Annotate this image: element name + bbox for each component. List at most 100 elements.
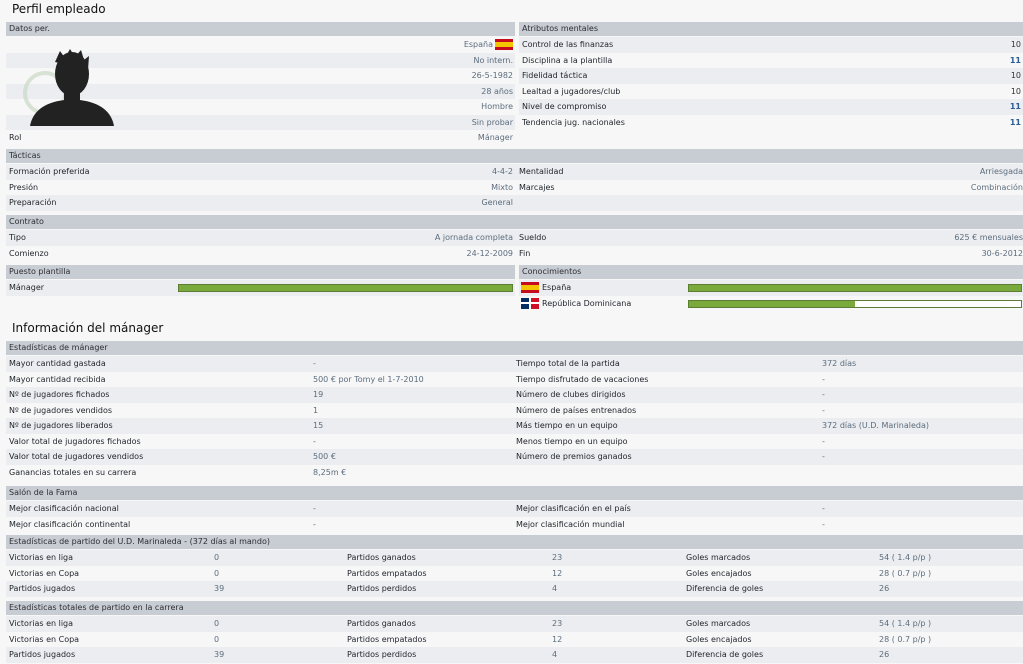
fame-national-label: Mejor clasificación nacional: [9, 504, 119, 513]
stat-label: Victorias en Copa: [9, 634, 80, 644]
status-value: Sin probar: [471, 117, 513, 127]
mental-label: Fidelidad táctica: [522, 71, 588, 80]
fame-panel: Mejor clasificación nacional - Mejor clasi…: [6, 501, 1023, 532]
start-label: Comienzo: [9, 248, 49, 258]
role-label: Rol: [9, 133, 22, 142]
stat-value: 28 ( 0.7 p/p ): [879, 634, 932, 644]
stat-label: Victorias en liga: [9, 619, 74, 628]
avatar-silhouette-icon: [23, 49, 114, 126]
position-header: Puesto plantilla: [6, 265, 515, 279]
marking-value: Combinación: [970, 182, 1023, 192]
mental-label: Lealtad a jugadores/club: [522, 86, 621, 96]
table-row: Victorias en Copa 0 Partidos empatados 12 Go…: [6, 632, 1023, 648]
stat-value: 12: [552, 568, 563, 578]
stat-label: Partidos ganados: [347, 553, 416, 562]
stat-value: 23: [552, 619, 563, 628]
stat-value: 4: [552, 650, 558, 659]
stat-value: -: [822, 452, 825, 461]
mental-value: 11: [1009, 117, 1021, 127]
position-label: Mánager: [9, 283, 45, 292]
position-row: Mánager: [6, 280, 515, 296]
prep-label: Preparación: [9, 198, 57, 207]
gender-value: Hombre: [481, 102, 513, 111]
stat-label: Diferencia de goles: [686, 584, 764, 593]
position-bar: [178, 284, 513, 292]
pressure-value: Mixto: [491, 182, 513, 192]
stat-label: Partidos perdidos: [347, 584, 417, 593]
table-row: Victorias en liga 0 Partidos ganados 23 Gole…: [6, 616, 1023, 632]
contract-type-label: Tipo: [9, 233, 26, 242]
stat-label: Goles encajados: [686, 634, 752, 644]
age-value: 28 años: [481, 86, 513, 96]
personal-header: Datos per.: [6, 22, 515, 36]
contract-header: Contrato: [6, 215, 1023, 229]
club-stats-header: Estadísticas de partido del U.D. Marinal…: [6, 535, 1023, 549]
stat-value: 12: [552, 634, 563, 644]
stat-label: Mayor cantidad recibida: [9, 374, 106, 384]
stat-label: Partidos perdidos: [347, 650, 417, 659]
stat-label: Nº de jugadores vendidos: [9, 405, 112, 415]
stat-value: 372 días (U.D. Marinaleda): [822, 421, 930, 430]
stat-label: Número de clubes dirigidos: [516, 390, 626, 399]
stat-value: 500 € por Tomy el 1-7-2010: [313, 374, 424, 384]
stat-label: Goles marcados: [686, 619, 751, 628]
salary-label: Sueldo: [519, 233, 547, 242]
knowledge-bar-fill: [689, 285, 1021, 291]
knowledge-bar: [688, 284, 1022, 292]
profile-title: Perfil empleado: [12, 2, 106, 16]
position-bar-fill: [179, 285, 512, 291]
manager-info-title: Información del mánager: [12, 321, 164, 335]
career-stats-header: Estadísticas totales de partido en la ca…: [6, 601, 1023, 615]
stat-value: 500 €: [313, 452, 336, 461]
table-row: Victorias en liga 0 Partidos ganados 23 Gole…: [6, 550, 1023, 566]
stat-label: Partidos jugados: [9, 584, 76, 593]
personal-panel: España No intern. 26-5-1982 28 años Homb…: [6, 37, 515, 146]
stat-label: Goles marcados: [686, 553, 751, 562]
stat-label: Nº de jugadores liberados: [9, 421, 113, 430]
marking-label: Marcajes: [519, 182, 555, 192]
start-value: 24-12-2009: [466, 248, 514, 258]
spain-flag-icon: [495, 39, 513, 50]
stat-value: 0: [214, 568, 220, 578]
knowledge-header: Conocimientos: [519, 265, 1023, 279]
mental-value: 10: [1010, 71, 1021, 80]
stat-value: 54 ( 1.4 p/p ): [879, 619, 932, 628]
fame-continental-label: Mejor clasificación continental: [9, 519, 131, 529]
mental-label: Nivel de compromiso: [522, 102, 607, 111]
table-row: Partidos jugados 39 Partidos perdidos 4 Dife…: [6, 581, 1023, 597]
stat-value: -: [822, 374, 825, 384]
fame-national-value: -: [313, 504, 316, 513]
stat-label: Valor total de jugadores vendidos: [9, 452, 144, 461]
career-stats-panel: Victorias en liga 0 Partidos ganados 23 Gole…: [6, 616, 1023, 663]
end-label: Fin: [519, 248, 531, 258]
fame-world-value: -: [822, 519, 825, 529]
stat-label: Partidos empatados: [347, 568, 427, 578]
pressure-label: Presión: [9, 182, 39, 192]
club-stats-panel: Victorias en liga 0 Partidos ganados 23 Gole…: [6, 550, 1023, 597]
stat-label: Mayor cantidad gastada: [9, 359, 106, 368]
mental-value: 11: [1009, 102, 1021, 111]
knowledge-label: República Dominicana: [542, 298, 632, 308]
stat-value: 8,25m €: [313, 467, 347, 477]
stat-label: Diferencia de goles: [686, 650, 764, 659]
mental-label: Disciplina a la plantilla: [522, 55, 613, 65]
salary-value: 625 € mensuales: [954, 233, 1023, 242]
mental-label: Tendencia jug. nacionales: [522, 117, 625, 127]
stat-value: 26: [879, 584, 890, 593]
tactics-header: Tácticas: [6, 149, 1023, 163]
stat-label: Tiempo disfrutado de vacaciones: [516, 374, 649, 384]
stat-label: Victorias en liga: [9, 553, 74, 562]
fame-country-label: Mejor clasificación en el país: [516, 504, 631, 513]
stat-value: 39: [214, 584, 225, 593]
intl-value: No intern.: [473, 55, 513, 65]
stat-value: -: [313, 436, 316, 446]
stat-value: 26: [879, 650, 890, 659]
dominican-flag-icon: [521, 297, 539, 309]
mental-value: 11: [1009, 55, 1021, 65]
knowledge-panel: España República Dominicana: [519, 280, 1023, 311]
role-value: Mánager: [477, 133, 513, 142]
stat-label: Tiempo total de la partida: [516, 359, 620, 368]
stat-value: 28 ( 0.7 p/p ): [879, 568, 932, 578]
stat-value: 4: [552, 584, 558, 593]
stat-label: Menos tiempo en un equipo: [516, 436, 628, 446]
